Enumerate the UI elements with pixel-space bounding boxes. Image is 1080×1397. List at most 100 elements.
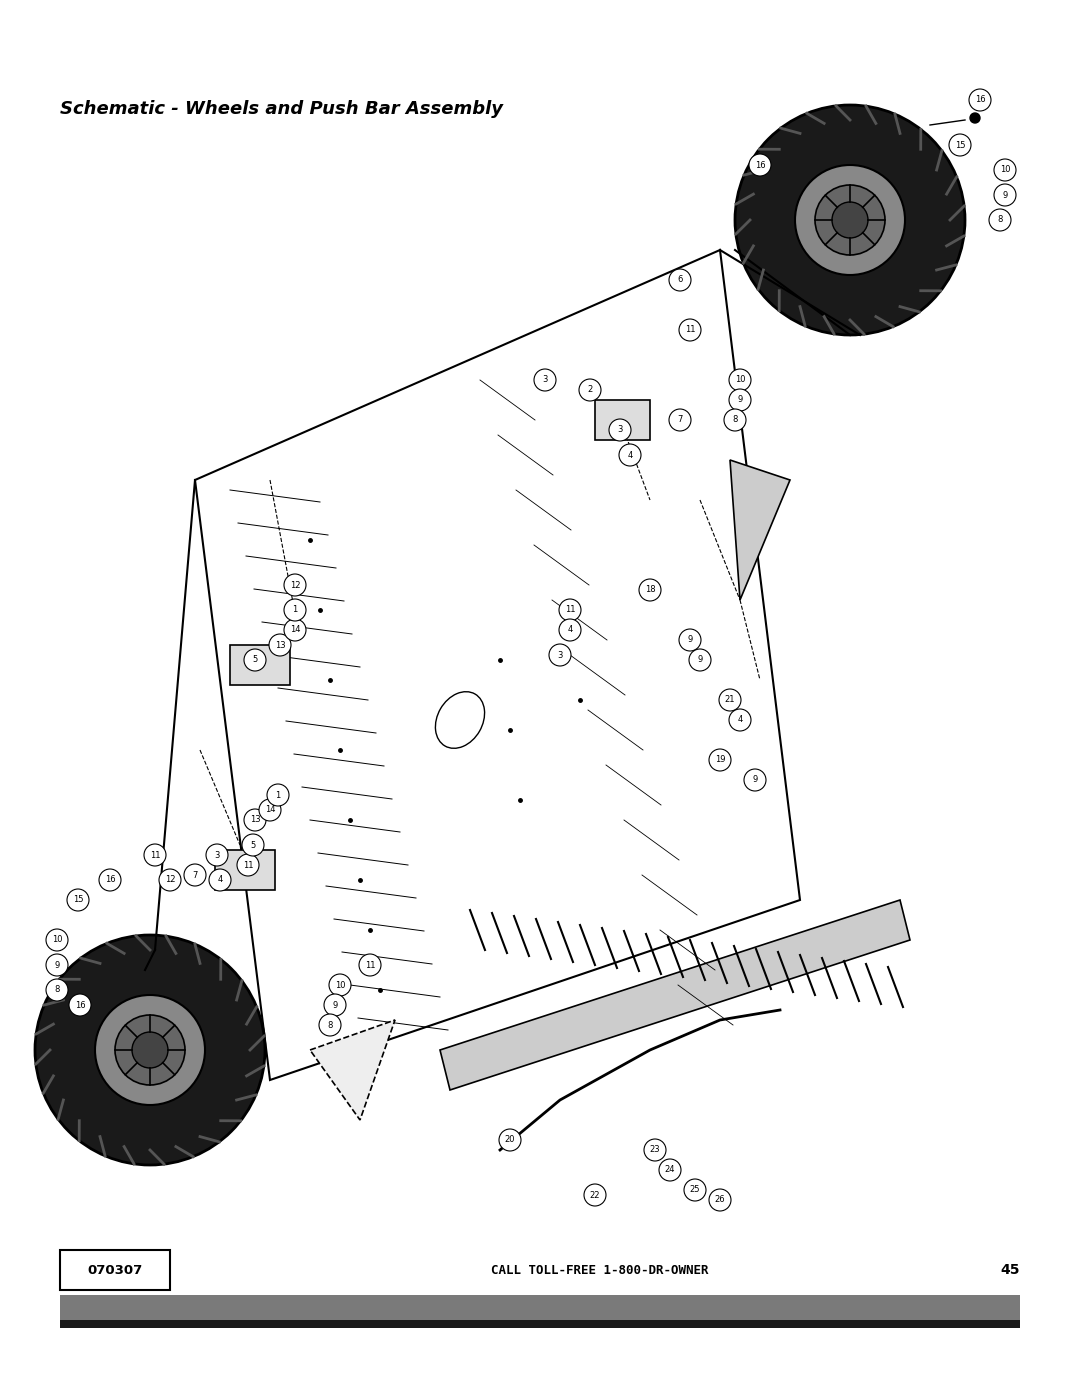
Text: 11: 11 [565, 605, 576, 615]
Text: 22: 22 [590, 1190, 600, 1200]
Circle shape [679, 629, 701, 651]
Circle shape [319, 1014, 341, 1037]
Text: 10: 10 [1000, 165, 1010, 175]
Text: 26: 26 [715, 1196, 726, 1204]
Text: 15: 15 [72, 895, 83, 904]
Text: 5: 5 [253, 655, 258, 665]
Text: 3: 3 [214, 851, 219, 859]
Text: 4: 4 [217, 876, 222, 884]
Text: 16: 16 [755, 161, 766, 169]
Text: 12: 12 [289, 581, 300, 590]
Text: 7: 7 [677, 415, 683, 425]
Text: 1: 1 [275, 791, 281, 799]
Circle shape [324, 995, 346, 1016]
Text: 3: 3 [618, 426, 623, 434]
Circle shape [46, 979, 68, 1002]
Circle shape [639, 578, 661, 601]
Circle shape [832, 203, 868, 237]
Text: 8: 8 [327, 1020, 333, 1030]
Circle shape [244, 809, 266, 831]
Circle shape [114, 1016, 185, 1085]
Circle shape [724, 409, 746, 432]
Text: 9: 9 [687, 636, 692, 644]
Circle shape [744, 768, 766, 791]
Text: 25: 25 [690, 1186, 700, 1194]
Circle shape [689, 650, 711, 671]
Text: 10: 10 [734, 376, 745, 384]
Circle shape [267, 784, 289, 806]
Circle shape [284, 619, 306, 641]
Text: Schematic - Wheels and Push Bar Assembly: Schematic - Wheels and Push Bar Assembly [60, 101, 503, 117]
Text: 11: 11 [150, 851, 160, 859]
Circle shape [559, 619, 581, 641]
Text: 11: 11 [243, 861, 253, 869]
Text: 9: 9 [333, 1000, 338, 1010]
Circle shape [46, 929, 68, 951]
FancyBboxPatch shape [230, 645, 291, 685]
Text: 4: 4 [567, 626, 572, 634]
Text: 9: 9 [698, 655, 703, 665]
Text: 11: 11 [685, 326, 696, 334]
Circle shape [359, 954, 381, 977]
Text: 24: 24 [665, 1165, 675, 1175]
Circle shape [67, 888, 89, 911]
Text: 1: 1 [293, 605, 298, 615]
Circle shape [35, 935, 265, 1165]
Text: 15: 15 [955, 141, 966, 149]
Polygon shape [310, 1020, 395, 1120]
Text: 8: 8 [997, 215, 1002, 225]
Text: 9: 9 [753, 775, 758, 785]
Text: 11: 11 [365, 961, 375, 970]
Circle shape [184, 863, 206, 886]
Circle shape [815, 184, 885, 256]
Circle shape [99, 869, 121, 891]
Circle shape [708, 1189, 731, 1211]
Text: 4: 4 [738, 715, 743, 725]
Text: 13: 13 [274, 640, 285, 650]
Circle shape [644, 1139, 666, 1161]
Circle shape [795, 165, 905, 275]
Circle shape [284, 599, 306, 622]
Circle shape [579, 379, 600, 401]
Circle shape [144, 844, 166, 866]
Circle shape [329, 974, 351, 996]
Circle shape [69, 995, 91, 1016]
Text: 16: 16 [974, 95, 985, 105]
Text: 9: 9 [1002, 190, 1008, 200]
Text: 070307: 070307 [87, 1263, 143, 1277]
FancyBboxPatch shape [215, 849, 275, 890]
Circle shape [499, 1129, 521, 1151]
Text: 9: 9 [738, 395, 743, 405]
Text: 23: 23 [650, 1146, 660, 1154]
Text: 18: 18 [645, 585, 656, 595]
Circle shape [994, 184, 1016, 205]
Circle shape [719, 689, 741, 711]
Text: 9: 9 [54, 961, 59, 970]
Circle shape [969, 89, 991, 110]
Circle shape [269, 634, 291, 657]
Circle shape [609, 419, 631, 441]
Circle shape [735, 105, 966, 335]
Text: 5: 5 [251, 841, 256, 849]
Text: 3: 3 [557, 651, 563, 659]
Circle shape [284, 574, 306, 597]
Circle shape [949, 134, 971, 156]
Circle shape [729, 710, 751, 731]
Text: 3: 3 [542, 376, 548, 384]
Circle shape [534, 369, 556, 391]
Circle shape [970, 113, 980, 123]
Text: 14: 14 [289, 626, 300, 634]
Text: 8: 8 [732, 415, 738, 425]
Text: 13: 13 [249, 816, 260, 824]
Circle shape [237, 854, 259, 876]
Text: 20: 20 [504, 1136, 515, 1144]
Circle shape [684, 1179, 706, 1201]
Text: 10: 10 [335, 981, 346, 989]
Text: 14: 14 [265, 806, 275, 814]
Circle shape [729, 388, 751, 411]
Polygon shape [440, 900, 910, 1090]
Text: 16: 16 [75, 1000, 85, 1010]
Text: 10: 10 [52, 936, 63, 944]
Circle shape [584, 1185, 606, 1206]
Text: 6: 6 [677, 275, 683, 285]
